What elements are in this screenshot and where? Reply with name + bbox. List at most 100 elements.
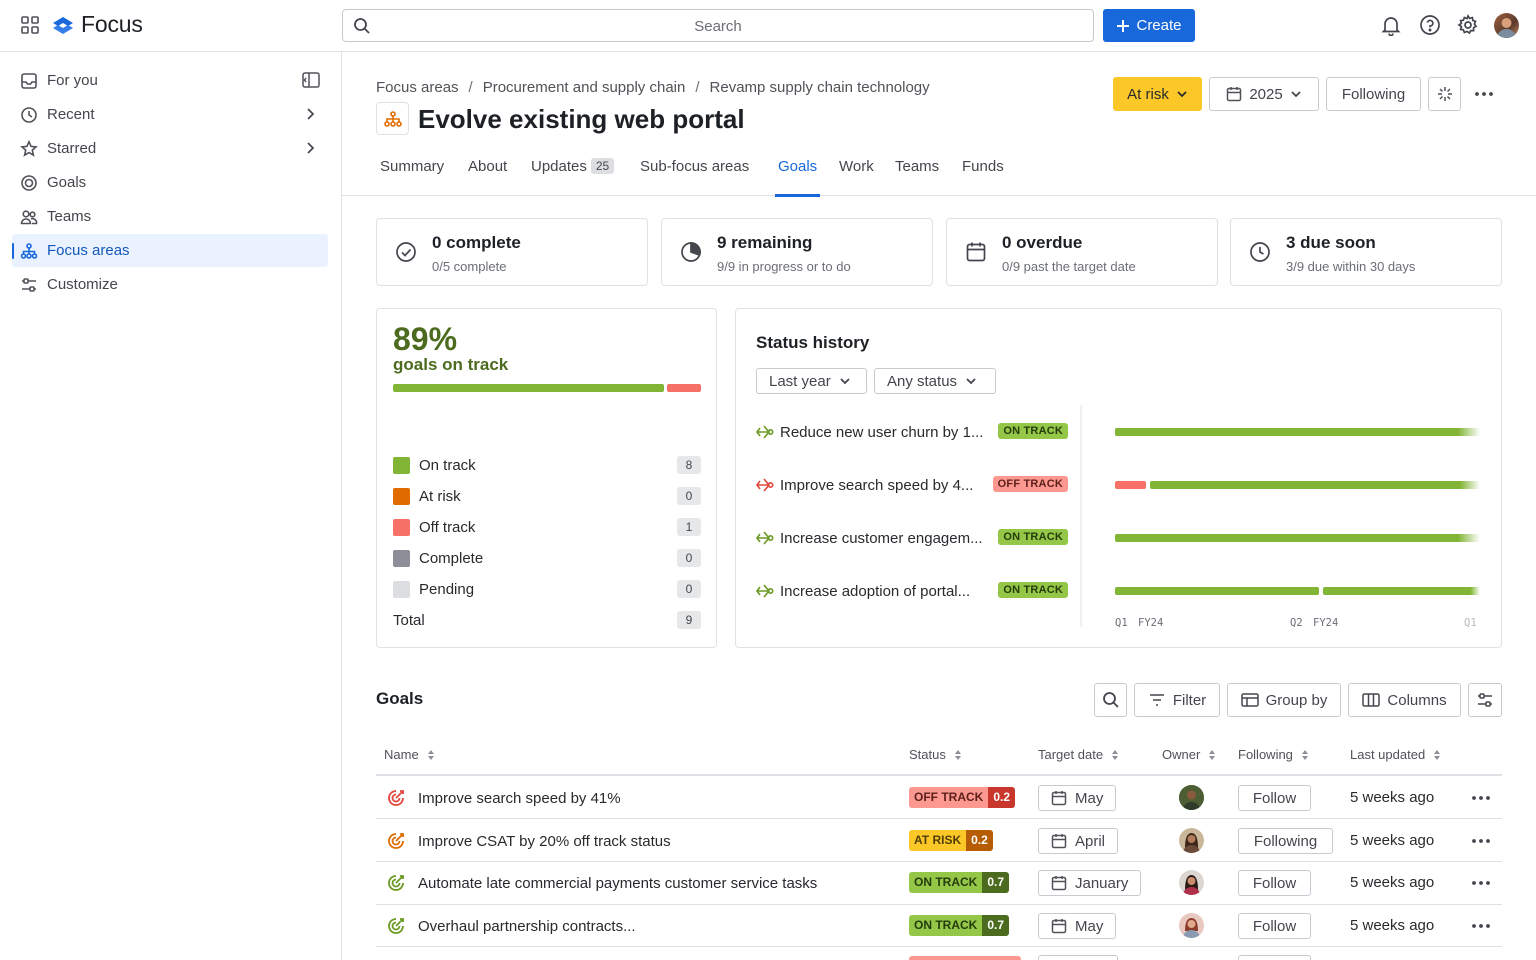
follow-button[interactable]: Follow <box>1238 870 1311 896</box>
sidebar-item-for-you[interactable]: For you <box>12 64 328 97</box>
sidebar-item-label: Goals <box>47 174 87 191</box>
table-row-goal-name[interactable]: Improve CSAT by 20% off track status <box>386 831 671 851</box>
chevron-right-icon <box>302 140 318 156</box>
breadcrumb-item[interactable]: Focus areas <box>376 79 459 96</box>
sidebar-item-starred[interactable]: Starred <box>12 132 328 165</box>
notifications-bell-icon[interactable] <box>1380 14 1402 36</box>
view-settings-button[interactable] <box>1468 683 1502 717</box>
collapse-sidebar-icon[interactable] <box>302 72 320 88</box>
tab-summary[interactable]: Summary <box>380 158 445 175</box>
history-row[interactable]: Increase customer engagem... ON TRACK <box>756 527 1068 549</box>
user-avatar[interactable] <box>1494 13 1519 38</box>
breadcrumb-item[interactable]: Revamp supply chain technology <box>709 79 930 96</box>
stat-caption: 3/9 due within 30 days <box>1286 259 1416 274</box>
legend-count: 1 <box>677 518 701 536</box>
chevron-down-icon <box>1291 91 1301 98</box>
target-date-button[interactable]: January <box>1038 870 1142 896</box>
stat-value: 0 complete <box>432 233 521 252</box>
history-row[interactable]: Reduce new user churn by 1... ON TRACK <box>756 421 1068 443</box>
history-row[interactable]: Increase adoption of portal... ON TRACK <box>756 580 1068 602</box>
target-date: January <box>1075 874 1129 892</box>
owner-avatar[interactable] <box>1179 828 1204 853</box>
clock-icon <box>1249 241 1271 263</box>
tab-funds[interactable]: Funds <box>962 158 1004 175</box>
legend-count: 0 <box>677 580 701 598</box>
chevron-down-icon <box>1177 91 1187 98</box>
status-lozenge: ON TRACK <box>998 423 1068 439</box>
more-actions-icon[interactable] <box>1473 85 1495 103</box>
breadcrumb-separator: / <box>695 79 700 96</box>
last-updated: 5 weeks ago <box>1350 832 1435 849</box>
create-button[interactable]: Create <box>1103 9 1195 42</box>
column-header-following[interactable]: Following <box>1238 747 1309 762</box>
ai-sparkle-button[interactable] <box>1428 77 1461 111</box>
column-header-owner[interactable]: Owner <box>1162 747 1216 762</box>
owner-avatar[interactable] <box>1179 913 1204 938</box>
goals-search-button[interactable] <box>1094 683 1127 717</box>
tab-about[interactable]: About <box>468 158 508 175</box>
table-header-divider <box>376 774 1502 776</box>
tab-teams[interactable]: Teams <box>895 158 940 175</box>
search-input[interactable]: Search <box>342 9 1094 42</box>
following-button[interactable]: Following <box>1326 77 1421 111</box>
group-by-button[interactable]: Group by <box>1227 683 1341 717</box>
history-goal-name: Increase customer engagem... <box>780 529 983 547</box>
breadcrumb: Focus areas / Procurement and supply cha… <box>376 79 930 96</box>
help-icon[interactable] <box>1419 14 1441 36</box>
goal-name: Overhaul partnership contracts... <box>418 917 636 935</box>
axis-tick-label: Q2 <box>1290 617 1303 629</box>
timeline-bar-on-track <box>1115 587 1319 595</box>
legend-label: Pending <box>419 580 475 598</box>
legend-label: On track <box>419 456 476 474</box>
app-switcher-icon[interactable] <box>20 15 40 35</box>
owner-avatar[interactable] <box>1179 870 1204 895</box>
year-dropdown-button[interactable]: 2025 <box>1209 77 1319 111</box>
goal-name: Automate late commercial payments custom… <box>418 874 818 892</box>
period-filter-dropdown[interactable]: Last year <box>756 368 867 394</box>
sidebar-item-recent[interactable]: Recent <box>12 98 328 131</box>
target-date-button[interactable]: May <box>1038 913 1117 939</box>
tab-goals[interactable]: Goals <box>774 158 821 197</box>
columns-button[interactable]: Columns <box>1348 683 1461 717</box>
row-more-actions-icon[interactable] <box>1470 874 1492 892</box>
column-header-status[interactable]: Status <box>909 747 962 762</box>
follow-button[interactable]: Follow <box>1238 785 1311 811</box>
target-date-button[interactable]: May <box>1038 785 1117 811</box>
sidebar-item-customize[interactable]: Customize <box>12 268 328 301</box>
status-filter-dropdown[interactable]: Any status <box>874 368 996 394</box>
page-title: Evolve existing web portal <box>418 104 745 134</box>
owner-avatar[interactable] <box>1179 785 1204 810</box>
column-header-name[interactable]: Name <box>384 747 435 762</box>
tab-work[interactable]: Work <box>839 158 874 175</box>
goal-score: 0.2 <box>988 787 1016 808</box>
sidebar-item-teams[interactable]: Teams <box>12 200 328 233</box>
status-dropdown-button[interactable]: At risk <box>1113 77 1202 111</box>
breadcrumb-item[interactable]: Procurement and supply chain <box>482 79 686 96</box>
column-header-last-updated[interactable]: Last updated <box>1350 747 1441 762</box>
target-date-button[interactable]: April <box>1038 828 1119 854</box>
settings-gear-icon[interactable] <box>1457 14 1479 36</box>
row-more-actions-icon[interactable] <box>1470 832 1492 850</box>
app-logo[interactable]: Focus <box>51 11 143 38</box>
sidebar-item-focus-areas[interactable]: Focus areas <box>12 234 328 267</box>
sort-icon <box>1301 749 1308 760</box>
table-row-goal-name[interactable]: Overhaul partnership contracts... <box>386 916 636 936</box>
table-row-goal-name[interactable]: Improve search speed by 41% <box>386 788 621 808</box>
column-header-target-date[interactable]: Target date <box>1038 747 1119 762</box>
goal-status-label: ON TRACK <box>909 915 983 936</box>
row-more-actions-icon[interactable] <box>1470 917 1492 935</box>
follow-button[interactable]: Follow <box>1238 913 1311 939</box>
legend-label: Off track <box>419 518 476 536</box>
tab-updates[interactable]: Updates 25 <box>531 158 615 196</box>
table-row-goal-name[interactable]: Automate late commercial payments custom… <box>386 873 817 893</box>
filter-button[interactable]: Filter <box>1134 683 1220 717</box>
goal-name: Improve search speed by 41% <box>418 789 621 807</box>
row-divider <box>376 946 1502 947</box>
following-button[interactable]: Following <box>1238 828 1333 854</box>
calendar-icon <box>1051 834 1067 849</box>
tab-sub-focus-areas[interactable]: Sub-focus areas <box>640 158 750 175</box>
history-row[interactable]: Improve search speed by 4... OFF TRACK <box>756 474 1068 496</box>
goal-icon <box>756 531 774 545</box>
sidebar-item-goals[interactable]: Goals <box>12 166 328 199</box>
row-more-actions-icon[interactable] <box>1470 789 1492 807</box>
